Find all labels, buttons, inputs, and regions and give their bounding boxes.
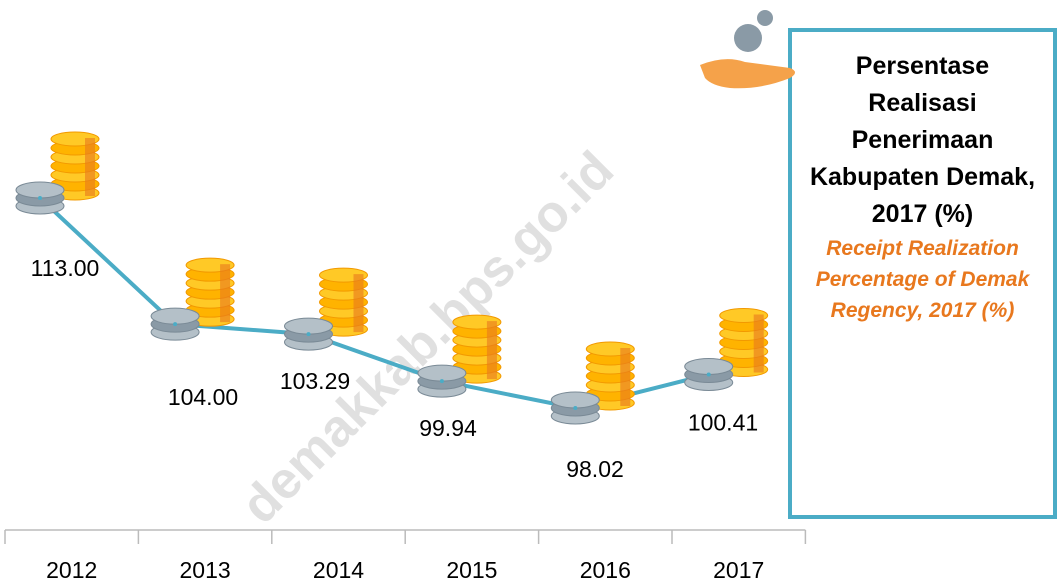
point bbox=[306, 332, 311, 337]
value-label: 99.94 bbox=[419, 415, 477, 441]
point bbox=[573, 406, 578, 410]
chart-title: Persentase Realisasi Penerimaan Kabupate… bbox=[809, 52, 1036, 228]
value-label: 98.02 bbox=[566, 456, 624, 482]
x-tick-label: 2013 bbox=[180, 557, 231, 583]
coin-shadow bbox=[486, 321, 497, 380]
silver-coin bbox=[150, 307, 200, 325]
point bbox=[38, 196, 42, 200]
silver-coin bbox=[15, 181, 65, 199]
coin-stack bbox=[550, 341, 635, 425]
coin-shadow bbox=[220, 264, 231, 323]
coin-stack bbox=[15, 131, 100, 215]
chart-subtitle: Receipt Realization Percentage of Demak … bbox=[815, 237, 1030, 322]
x-tick-label: 2017 bbox=[713, 557, 764, 583]
coin-stack bbox=[684, 307, 769, 391]
coin-shadow bbox=[85, 138, 95, 196]
coin-shadow bbox=[353, 274, 364, 333]
coin-shadow bbox=[753, 314, 764, 373]
coin-stack bbox=[284, 267, 368, 351]
coin-stack bbox=[417, 314, 502, 398]
title-box bbox=[788, 28, 1057, 519]
x-tick-label: 2014 bbox=[313, 557, 364, 583]
title-block: Persentase Realisasi Penerimaan Kabupate… bbox=[800, 48, 1045, 326]
silver-coin bbox=[417, 364, 467, 382]
value-label: 113.00 bbox=[31, 255, 100, 281]
value-label: 100.41 bbox=[688, 410, 758, 436]
hand-icon bbox=[700, 10, 795, 89]
point bbox=[706, 372, 711, 377]
value-label: 103.29 bbox=[280, 368, 350, 394]
value-label: 104.00 bbox=[168, 384, 238, 410]
point bbox=[173, 322, 178, 327]
silver-coin bbox=[550, 391, 600, 409]
coin-shadow bbox=[620, 348, 631, 406]
silver-coin bbox=[284, 317, 333, 335]
x-tick-label: 2016 bbox=[580, 557, 631, 583]
x-tick-label: 2015 bbox=[446, 557, 497, 583]
silver-coin bbox=[684, 357, 734, 375]
x-tick-label: 2012 bbox=[46, 557, 97, 583]
point bbox=[439, 379, 444, 384]
